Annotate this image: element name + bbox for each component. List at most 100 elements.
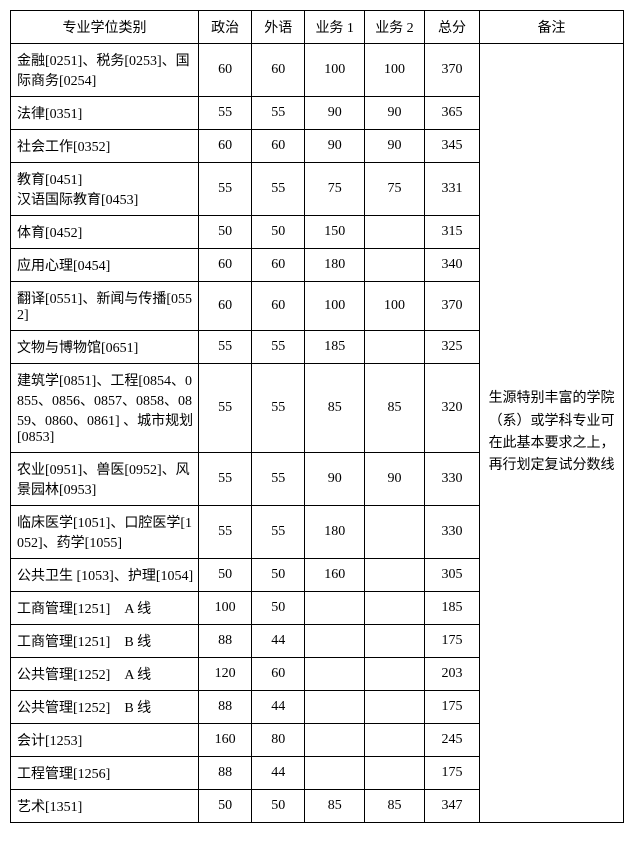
cell-category: 教育[0451] 汉语国际教育[0453] [11, 163, 199, 216]
table-body: 金融[0251]、税务[0253]、国际商务[0254]606010010037… [11, 44, 624, 823]
cell-biz1 [305, 592, 365, 625]
cell-biz2: 100 [365, 44, 425, 97]
cell-biz1: 85 [305, 790, 365, 823]
cell-foreign: 60 [252, 44, 305, 97]
cell-foreign: 55 [252, 506, 305, 559]
cell-biz2 [365, 506, 425, 559]
cell-politics: 60 [199, 282, 252, 331]
cell-foreign: 55 [252, 163, 305, 216]
cell-politics: 55 [199, 453, 252, 506]
cell-category: 工商管理[1251] A 线 [11, 592, 199, 625]
cell-biz1 [305, 658, 365, 691]
cell-total: 325 [424, 331, 479, 364]
cell-category: 艺术[1351] [11, 790, 199, 823]
cell-biz2 [365, 331, 425, 364]
cell-category: 公共管理[1252] A 线 [11, 658, 199, 691]
cell-politics: 55 [199, 364, 252, 453]
cell-category: 应用心理[0454] [11, 249, 199, 282]
cell-biz1: 180 [305, 506, 365, 559]
col-biz2: 业务 2 [365, 11, 425, 44]
cell-biz1 [305, 757, 365, 790]
cell-category: 工商管理[1251] B 线 [11, 625, 199, 658]
cell-foreign: 55 [252, 97, 305, 130]
cell-biz1 [305, 625, 365, 658]
cell-total: 315 [424, 216, 479, 249]
col-politics: 政治 [199, 11, 252, 44]
cell-biz1: 185 [305, 331, 365, 364]
cell-category: 建筑学[0851]、工程[0854、0855、0856、0857、0858、08… [11, 364, 199, 453]
cell-foreign: 80 [252, 724, 305, 757]
cell-category: 公共管理[1252] B 线 [11, 691, 199, 724]
cell-politics: 50 [199, 790, 252, 823]
cell-biz2 [365, 757, 425, 790]
cell-biz1: 90 [305, 453, 365, 506]
cell-category: 文物与博物馆[0651] [11, 331, 199, 364]
cell-foreign: 60 [252, 658, 305, 691]
cell-biz2 [365, 625, 425, 658]
cell-biz1: 85 [305, 364, 365, 453]
cell-biz2 [365, 249, 425, 282]
cell-total: 370 [424, 44, 479, 97]
cell-total: 203 [424, 658, 479, 691]
cell-foreign: 60 [252, 249, 305, 282]
cell-politics: 88 [199, 625, 252, 658]
cell-category: 工程管理[1256] [11, 757, 199, 790]
cell-biz2: 85 [365, 790, 425, 823]
cell-category: 临床医学[1051]、口腔医学[1052]、药学[1055] [11, 506, 199, 559]
header-row: 专业学位类别 政治 外语 业务 1 业务 2 总分 备注 [11, 11, 624, 44]
cell-total: 185 [424, 592, 479, 625]
cell-biz2 [365, 592, 425, 625]
cell-politics: 100 [199, 592, 252, 625]
cell-total: 331 [424, 163, 479, 216]
cell-biz1: 150 [305, 216, 365, 249]
cell-biz1: 100 [305, 44, 365, 97]
cell-total: 320 [424, 364, 479, 453]
cell-total: 175 [424, 691, 479, 724]
cell-total: 370 [424, 282, 479, 331]
cell-politics: 55 [199, 97, 252, 130]
cell-biz2: 75 [365, 163, 425, 216]
cell-politics: 55 [199, 506, 252, 559]
score-table: 专业学位类别 政治 外语 业务 1 业务 2 总分 备注 金融[0251]、税务… [10, 10, 624, 823]
cell-biz2 [365, 559, 425, 592]
cell-category: 会计[1253] [11, 724, 199, 757]
cell-biz1: 90 [305, 97, 365, 130]
cell-biz1: 75 [305, 163, 365, 216]
cell-foreign: 50 [252, 592, 305, 625]
cell-politics: 88 [199, 757, 252, 790]
cell-category: 社会工作[0352] [11, 130, 199, 163]
cell-foreign: 55 [252, 364, 305, 453]
cell-category: 翻译[0551]、新闻与传播[0552] [11, 282, 199, 331]
cell-biz1: 180 [305, 249, 365, 282]
cell-politics: 55 [199, 163, 252, 216]
cell-biz2 [365, 658, 425, 691]
table-row: 金融[0251]、税务[0253]、国际商务[0254]606010010037… [11, 44, 624, 97]
cell-politics: 160 [199, 724, 252, 757]
cell-biz1 [305, 724, 365, 757]
cell-category: 法律[0351] [11, 97, 199, 130]
cell-total: 245 [424, 724, 479, 757]
cell-total: 175 [424, 757, 479, 790]
cell-biz2: 90 [365, 453, 425, 506]
cell-foreign: 44 [252, 625, 305, 658]
cell-foreign: 44 [252, 757, 305, 790]
cell-biz2: 90 [365, 97, 425, 130]
cell-total: 330 [424, 506, 479, 559]
cell-politics: 88 [199, 691, 252, 724]
cell-foreign: 50 [252, 216, 305, 249]
cell-politics: 60 [199, 249, 252, 282]
cell-total: 347 [424, 790, 479, 823]
cell-biz2 [365, 724, 425, 757]
cell-category: 体育[0452] [11, 216, 199, 249]
cell-politics: 50 [199, 559, 252, 592]
cell-total: 365 [424, 97, 479, 130]
cell-biz2: 90 [365, 130, 425, 163]
cell-foreign: 60 [252, 130, 305, 163]
col-category: 专业学位类别 [11, 11, 199, 44]
cell-biz2: 85 [365, 364, 425, 453]
cell-foreign: 44 [252, 691, 305, 724]
col-biz1: 业务 1 [305, 11, 365, 44]
col-foreign: 外语 [252, 11, 305, 44]
cell-biz2: 100 [365, 282, 425, 331]
cell-category: 公共卫生 [1053]、护理[1054] [11, 559, 199, 592]
